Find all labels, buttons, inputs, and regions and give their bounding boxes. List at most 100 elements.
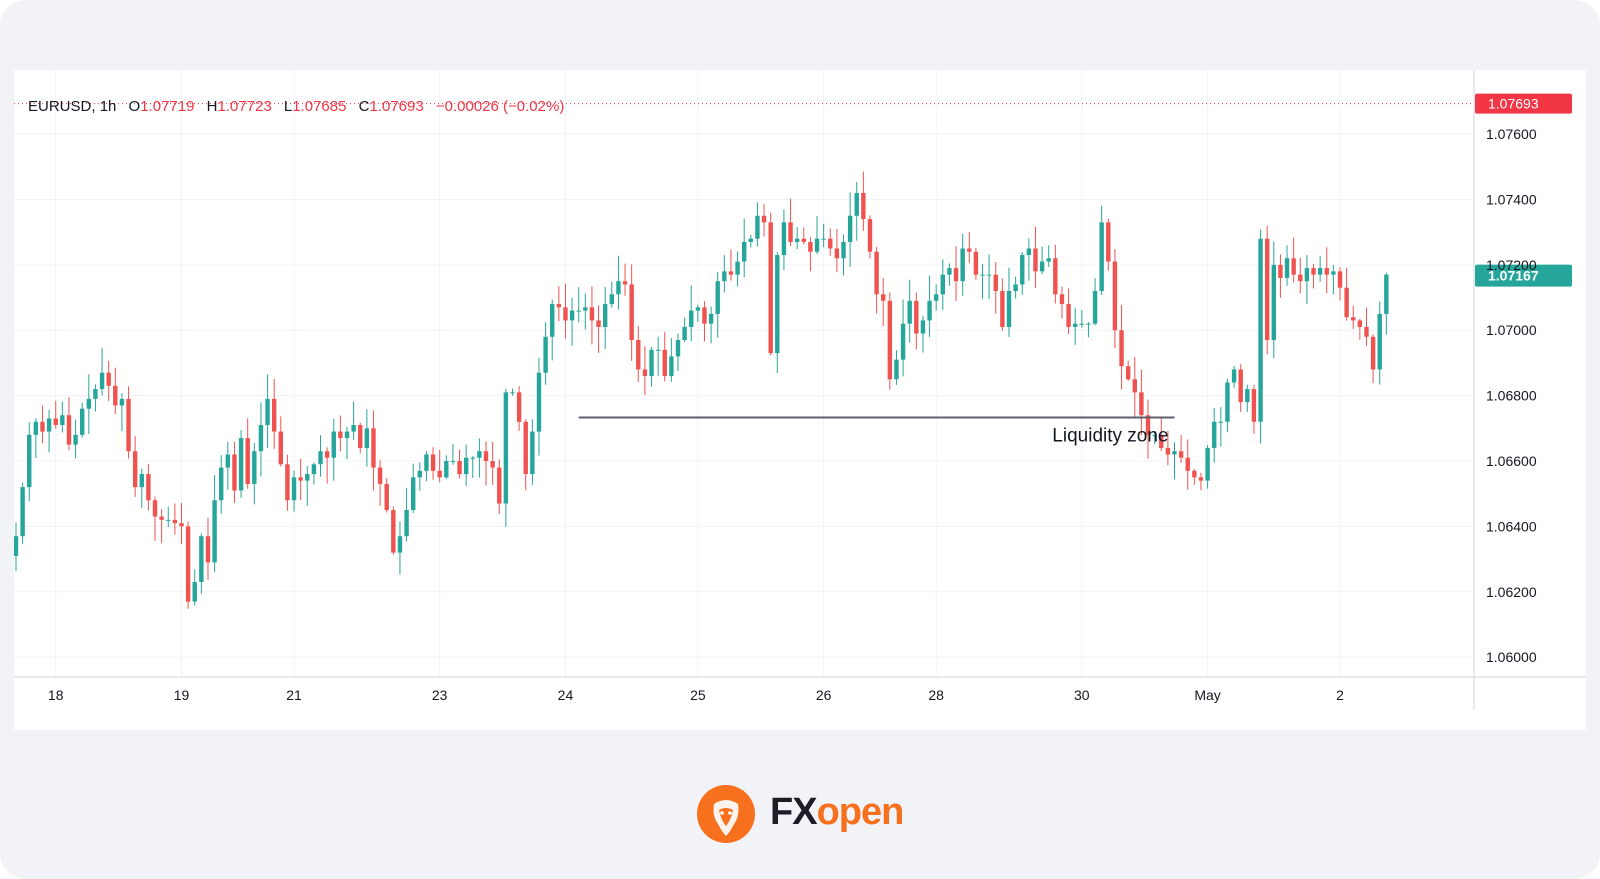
candle-body	[271, 398, 277, 432]
candle-body	[821, 238, 826, 240]
candle-body	[1245, 389, 1250, 403]
candle-body	[212, 500, 217, 563]
candle-body	[60, 415, 65, 426]
candle-body	[503, 392, 509, 504]
candle-body	[953, 268, 959, 282]
candle-body	[1264, 238, 1270, 341]
candle-body	[1324, 268, 1329, 275]
low-label: L	[283, 98, 293, 115]
candle-body	[1159, 434, 1164, 448]
candle-body	[748, 238, 754, 242]
candle-body	[1119, 330, 1124, 367]
candle-body	[682, 326, 687, 341]
candle-body	[702, 307, 707, 324]
candle-body	[556, 304, 562, 308]
candle-body	[119, 398, 125, 406]
symbol: EURUSD	[28, 98, 92, 115]
candle-body	[450, 461, 456, 463]
y-tick-label: 1.06400	[1486, 518, 1537, 534]
candle-body	[708, 313, 714, 324]
candle-body	[324, 451, 330, 458]
candle-body	[27, 434, 32, 488]
candle-body	[66, 415, 72, 445]
candle-body	[1198, 477, 1204, 481]
candle-body	[742, 241, 747, 262]
candle-body	[33, 421, 39, 435]
candle-body	[1026, 248, 1032, 256]
candle-body	[589, 307, 595, 321]
candle-body	[563, 307, 568, 321]
candle-body	[1351, 317, 1356, 321]
candle-body	[1112, 261, 1118, 331]
candle-body	[113, 385, 118, 406]
candle-body	[629, 284, 634, 341]
candle-body	[947, 268, 952, 275]
candle-body	[933, 294, 939, 301]
candle-body	[146, 474, 151, 501]
candle-body	[675, 340, 681, 357]
candle-body	[1291, 258, 1296, 275]
candle-body	[192, 581, 197, 602]
candle-body	[53, 418, 58, 426]
candle-body	[609, 294, 614, 305]
candle-body	[887, 300, 893, 380]
candle-body	[867, 219, 873, 252]
candle-body	[854, 192, 859, 216]
y-tick-label: 1.06800	[1486, 388, 1537, 404]
candle-body	[1013, 284, 1018, 291]
candle-body	[99, 372, 105, 390]
x-tick-label: 18	[48, 687, 64, 703]
candle-body	[1331, 271, 1336, 275]
candle-body	[291, 477, 297, 501]
candle-body	[735, 261, 740, 275]
candle-body	[205, 536, 211, 563]
candle-body	[219, 467, 224, 501]
candle-body	[265, 398, 270, 426]
candle-body	[1258, 238, 1263, 422]
change-value: −0.00026	[435, 98, 499, 115]
candle-body	[1344, 287, 1349, 318]
candle-body	[179, 523, 184, 527]
candle-body	[907, 300, 912, 324]
candle-body	[695, 307, 701, 311]
candle-body	[1020, 255, 1025, 285]
candle-body	[159, 516, 164, 520]
candle-body	[715, 281, 720, 314]
candle-body	[510, 392, 515, 394]
candle-body	[139, 474, 144, 488]
candle-body	[411, 477, 416, 511]
candle-body	[1284, 258, 1290, 278]
candle-body	[1311, 268, 1316, 275]
x-tick-label: 30	[1074, 687, 1090, 703]
candle-body	[1152, 434, 1157, 436]
candle-body	[1079, 323, 1085, 325]
candle-body	[642, 369, 648, 376]
bull-head-icon	[697, 785, 755, 843]
candle-body	[238, 438, 244, 491]
candle-body	[232, 454, 237, 491]
candle-body	[152, 500, 158, 517]
y-tick-label: 1.06200	[1486, 584, 1537, 600]
candle-body	[46, 418, 52, 432]
candle-body	[483, 451, 489, 462]
candle-body	[596, 320, 601, 327]
candle-body	[1125, 366, 1131, 380]
candle-body	[444, 461, 449, 478]
x-tick-label: 19	[174, 687, 190, 703]
candle-body	[1278, 264, 1283, 278]
open-label: O	[128, 98, 141, 115]
candle-body	[993, 274, 998, 291]
candle-body	[973, 251, 979, 275]
candle-body	[1364, 326, 1369, 337]
close-label: C	[358, 98, 370, 115]
y-tick-label: 1.06600	[1486, 453, 1537, 469]
x-tick-label: 24	[558, 687, 574, 703]
candle-body	[622, 281, 628, 285]
candle-body	[1073, 323, 1078, 327]
candle-body	[808, 241, 813, 252]
candle-body	[80, 408, 85, 435]
close-value: 1.07693	[369, 98, 424, 115]
candle-body	[86, 398, 92, 409]
candle-body	[437, 470, 442, 478]
